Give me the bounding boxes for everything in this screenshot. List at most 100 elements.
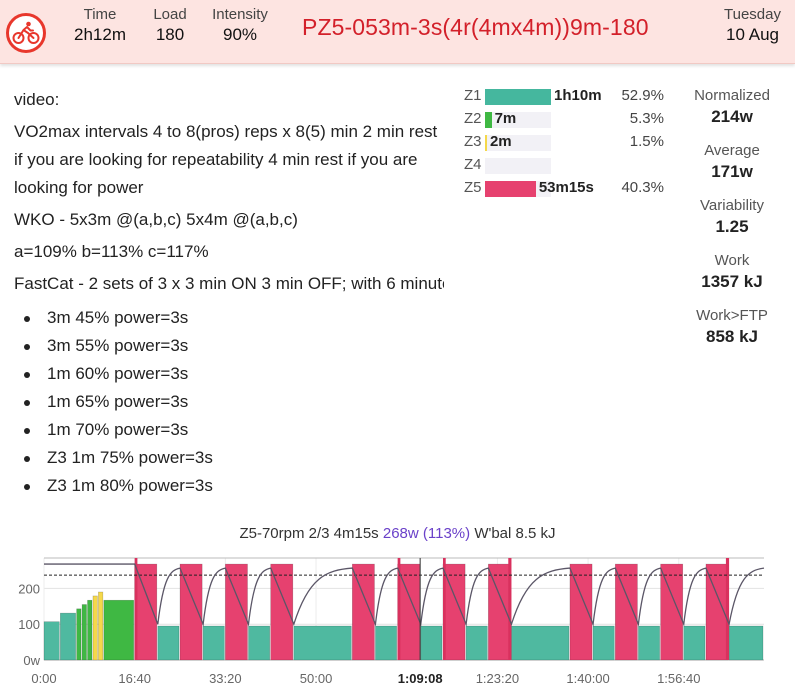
x-tick-label: 16:40	[118, 671, 151, 686]
intensity-value: 90%	[222, 25, 258, 44]
metric-value: 1.25	[715, 217, 749, 236]
zone-time: 53m15s	[538, 179, 594, 196]
zone-bar-track	[485, 89, 551, 105]
interval-power: 268w	[382, 525, 419, 542]
recovery-bar	[592, 625, 615, 661]
description-paragraph: VO2max intervals 4 to 8(pros) reps x 8(5…	[14, 122, 438, 197]
x-tick-label: 1:23:20	[476, 671, 519, 686]
interval-wbal: W'bal 8.5 kJ	[474, 525, 556, 542]
zone-row-z5: Z5 53m15s 40.3%	[458, 178, 668, 201]
interval-duration: 4m15s	[333, 525, 379, 542]
recovery-bar	[98, 591, 104, 661]
zone-time: 7m	[494, 110, 517, 127]
spike-bar	[508, 558, 512, 660]
day-of-week: Tuesday	[724, 6, 781, 23]
step-item: 3m 45% power=3s	[14, 304, 444, 332]
intensity-stat: Intensity 90%	[205, 6, 275, 47]
day-month: 10 Aug	[726, 25, 779, 44]
description-paragraph: a=109% b=113% c=117%	[14, 242, 209, 261]
recovery-bar	[60, 612, 76, 661]
description-intro: video:	[14, 90, 60, 109]
interval-bar	[660, 563, 684, 661]
zone-name: Z4	[464, 156, 482, 173]
zone-percent: 5.3%	[629, 110, 664, 127]
spike-bar	[134, 558, 138, 660]
metric-label: Average	[704, 142, 760, 159]
spike-bar	[442, 558, 446, 660]
metric-value: 1357 kJ	[701, 272, 763, 291]
zone-bar-fill	[485, 112, 492, 128]
interval-bar	[352, 563, 375, 661]
time-label: Time	[83, 6, 117, 23]
x-tick-label: 50:00	[300, 671, 333, 686]
metric-average: Average 171w	[680, 141, 784, 196]
metric-value: 214w	[711, 107, 753, 126]
zone-time: 1h10m	[554, 87, 602, 104]
interval-bar	[614, 563, 638, 661]
cycling-badge[interactable]	[6, 13, 46, 53]
y-tick-label: 200	[18, 581, 40, 596]
x-tick-label: 1:09:08	[398, 671, 443, 686]
step-item: 1m 70% power=3s	[14, 416, 444, 444]
zone-name: Z1	[464, 87, 482, 104]
metric-normalized: Normalized 214w	[680, 86, 784, 141]
zone-row-z2: Z2 7m 5.3%	[458, 109, 668, 132]
intensity-label: Intensity	[212, 6, 268, 23]
recovery-bar	[103, 599, 134, 661]
description-paragraph: FastCat - 2 sets of 3 x 3 min ON 3 min O…	[14, 274, 444, 293]
zone-bar-track	[485, 181, 551, 197]
zone-bar-fill	[485, 89, 551, 105]
interval-name: Z5-70rpm 2/3	[239, 525, 330, 542]
metric-value: 171w	[711, 162, 753, 181]
zone-name: Z5	[464, 179, 482, 196]
wbal-line	[44, 563, 765, 627]
workout-description: video: VO2max intervals 4 to 8(pros) rep…	[14, 86, 444, 522]
recovery-bar	[420, 625, 443, 661]
zone-name: Z2	[464, 110, 482, 127]
step-item: 3m 55% power=3s	[14, 332, 444, 360]
load-stat: Load 180	[148, 6, 192, 47]
recovery-bar	[465, 625, 488, 661]
step-item: 1m 60% power=3s	[14, 360, 444, 388]
recovery-bar	[511, 625, 570, 661]
zone-bar-track	[485, 112, 551, 128]
spike-bar	[725, 558, 730, 660]
interval-bar	[270, 563, 294, 661]
x-tick-label: 1:40:00	[566, 671, 609, 686]
zone-bar-track	[485, 158, 551, 174]
zone-bar-fill	[485, 181, 536, 197]
metric-work: Work 1357 kJ	[680, 251, 784, 306]
workout-title[interactable]: PZ5-053m-3s(4r(4mx4m))9m-180	[302, 14, 649, 40]
summary-metrics: Normalized 214w Average 171w Variability…	[680, 86, 784, 361]
spike-bar	[397, 558, 401, 660]
zone-bar-fill	[485, 135, 487, 151]
metric-variability: Variability 1.25	[680, 196, 784, 251]
bicycle-icon	[12, 21, 40, 44]
metric-label: Variability	[700, 197, 764, 214]
zone-row-z4: Z4	[458, 155, 668, 178]
zone-row-z3: Z3 2m 1.5%	[458, 132, 668, 155]
recovery-bar	[157, 625, 180, 661]
load-label: Load	[153, 6, 187, 23]
description-paragraph: WKO - 5x3m @(a,b,c) 5x4m @(a,b,c)	[14, 210, 298, 229]
interval-bar	[225, 563, 248, 661]
metric-value: 858 kJ	[706, 327, 758, 346]
recovery-bar	[638, 625, 660, 661]
recovery-bar	[92, 595, 98, 661]
power-profile-chart[interactable]: 0w 100 200 0:00 16:40 33:20 50:00 1:09:08 1:23:2…	[0, 548, 795, 694]
zone-percent: 40.3%	[621, 179, 664, 196]
step-item: Z3 1m 75% power=3s	[14, 444, 444, 472]
zone-distribution: Z1 1h10m 52.9% Z2 7m 5.3% Z3 2m 1.5% Z4 …	[458, 86, 668, 201]
interval-hover-info: Z5-70rpm 2/3 4m15s 268w (113%) W'bal 8.5…	[0, 525, 795, 542]
zone-row-z1: Z1 1h10m 52.9%	[458, 86, 668, 109]
time-stat: Time 2h12m	[70, 6, 130, 47]
interval-percent: (113%)	[422, 525, 471, 542]
metric-label: Work>FTP	[696, 307, 768, 324]
recovery-bar	[76, 608, 82, 661]
workout-header: Time 2h12m Load 180 Intensity 90% PZ5-05…	[0, 0, 795, 64]
workout-date: Tuesday 10 Aug	[724, 6, 781, 47]
metric-work-above-ftp: Work>FTP 858 kJ	[680, 306, 784, 361]
recovery-bar	[375, 625, 397, 661]
interval-bar	[179, 563, 203, 661]
x-tick-label: 0:00	[31, 671, 56, 686]
